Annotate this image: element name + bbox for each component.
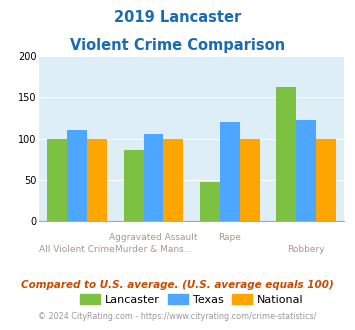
Text: Compared to U.S. average. (U.S. average equals 100): Compared to U.S. average. (U.S. average … [21, 280, 334, 290]
Text: Murder & Mans...: Murder & Mans... [115, 245, 192, 254]
Legend: Lancaster, Texas, National: Lancaster, Texas, National [76, 289, 308, 309]
Text: Violent Crime Comparison: Violent Crime Comparison [70, 38, 285, 53]
Bar [163, 139, 183, 221]
Text: Aggravated Assault: Aggravated Assault [109, 233, 198, 242]
Bar [200, 182, 220, 221]
Text: Rape: Rape [218, 233, 241, 242]
Bar [296, 120, 316, 221]
Bar [220, 122, 240, 221]
Bar [124, 150, 144, 221]
Bar [144, 134, 163, 221]
Bar [87, 139, 107, 221]
Text: 2019 Lancaster: 2019 Lancaster [114, 10, 241, 25]
Text: All Violent Crime: All Violent Crime [39, 245, 115, 254]
Bar [48, 139, 67, 221]
Bar [277, 86, 296, 221]
Bar [240, 139, 260, 221]
Bar [316, 139, 336, 221]
Bar [67, 130, 87, 221]
Text: Robbery: Robbery [288, 245, 325, 254]
Text: © 2024 CityRating.com - https://www.cityrating.com/crime-statistics/: © 2024 CityRating.com - https://www.city… [38, 312, 317, 321]
